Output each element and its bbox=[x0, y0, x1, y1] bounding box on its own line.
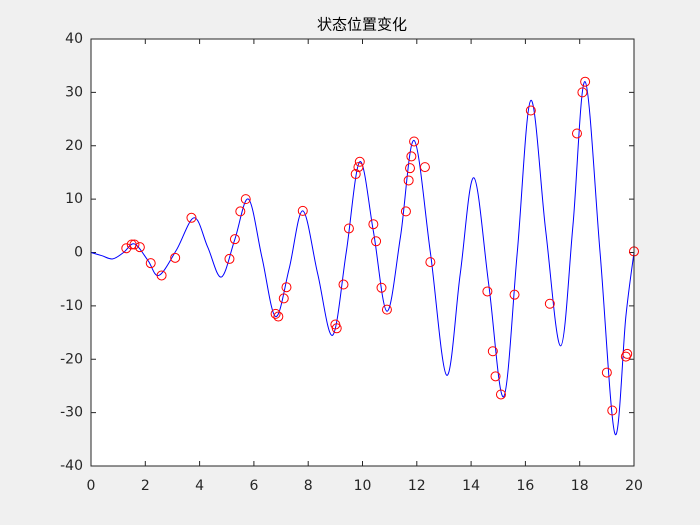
data-marker bbox=[495, 389, 506, 400]
x-tick-label: 2 bbox=[141, 478, 150, 494]
axes-box bbox=[90, 38, 635, 467]
data-marker bbox=[509, 289, 520, 300]
x-tick-label: 16 bbox=[516, 478, 534, 494]
x-tick-label: 20 bbox=[625, 478, 643, 494]
y-tick-label: 40 bbox=[65, 31, 83, 47]
data-marker bbox=[350, 169, 361, 180]
x-tick-label: 0 bbox=[87, 478, 96, 494]
data-marker bbox=[129, 239, 140, 250]
data-marker bbox=[281, 282, 292, 293]
y-tick-label: 10 bbox=[65, 191, 83, 207]
x-tick-label: 14 bbox=[462, 478, 480, 494]
y-tick-label: 30 bbox=[65, 84, 83, 100]
y-tick-label: 0 bbox=[74, 245, 83, 261]
data-marker bbox=[354, 156, 365, 167]
y-tick-label: -10 bbox=[60, 298, 83, 314]
data-marker bbox=[134, 242, 145, 253]
data-marker bbox=[620, 351, 631, 362]
data-marker bbox=[297, 205, 308, 216]
data-marker bbox=[186, 212, 197, 223]
data-marker bbox=[405, 163, 416, 174]
data-marker bbox=[343, 223, 354, 234]
y-tick-label: -30 bbox=[60, 405, 83, 421]
data-marker bbox=[601, 367, 612, 378]
data-marker bbox=[400, 206, 411, 217]
y-tick-label: -40 bbox=[60, 458, 83, 474]
data-marker bbox=[235, 206, 246, 217]
y-tick-label: 20 bbox=[65, 138, 83, 154]
data-marker bbox=[406, 151, 417, 162]
data-marker bbox=[419, 162, 430, 173]
data-marker bbox=[156, 270, 167, 281]
x-tick-label: 8 bbox=[304, 478, 313, 494]
data-marker bbox=[145, 258, 156, 269]
data-marker bbox=[331, 323, 342, 334]
data-marker bbox=[403, 175, 414, 186]
data-marker bbox=[338, 279, 349, 290]
data-line bbox=[90, 81, 635, 435]
data-marker bbox=[224, 253, 235, 264]
data-marker bbox=[487, 346, 498, 357]
data-marker bbox=[278, 293, 289, 304]
data-marker bbox=[490, 371, 501, 382]
plot-area bbox=[91, 39, 634, 466]
x-tick-label: 4 bbox=[195, 478, 204, 494]
data-marker bbox=[229, 234, 240, 245]
x-tick-label: 12 bbox=[408, 478, 426, 494]
data-marker bbox=[622, 348, 633, 359]
data-marker bbox=[273, 311, 284, 322]
data-marker bbox=[577, 87, 588, 98]
x-tick-label: 10 bbox=[354, 478, 372, 494]
data-marker bbox=[525, 105, 536, 116]
x-tick-label: 6 bbox=[249, 478, 258, 494]
data-marker bbox=[121, 243, 132, 254]
data-marker bbox=[580, 76, 591, 87]
data-marker bbox=[571, 128, 582, 139]
data-marker bbox=[170, 252, 181, 263]
data-marker bbox=[482, 286, 493, 297]
data-marker bbox=[270, 308, 281, 319]
chart-title: 状态位置变化 bbox=[317, 16, 407, 34]
data-marker bbox=[544, 298, 555, 309]
data-marker bbox=[425, 257, 436, 268]
y-tick-label: -20 bbox=[60, 351, 83, 367]
data-marker bbox=[607, 405, 618, 416]
data-marker bbox=[353, 162, 364, 173]
data-marker bbox=[368, 219, 379, 230]
data-marker bbox=[376, 282, 387, 293]
data-marker bbox=[240, 194, 251, 205]
x-tick-label: 18 bbox=[571, 478, 589, 494]
data-marker bbox=[381, 304, 392, 315]
data-marker bbox=[371, 236, 382, 247]
data-marker bbox=[409, 136, 420, 147]
